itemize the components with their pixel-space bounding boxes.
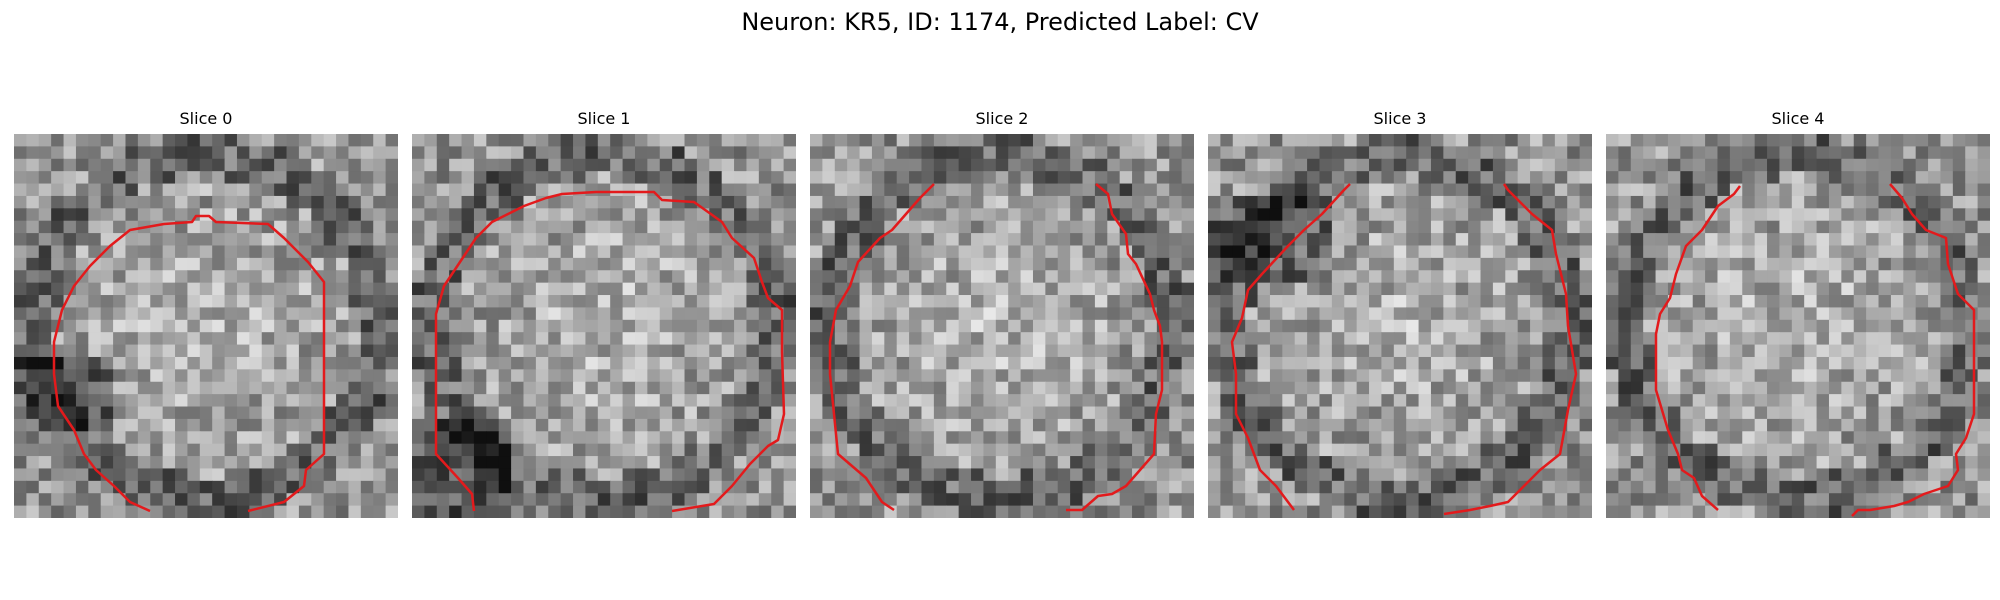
pixel-grid: [1606, 134, 1990, 518]
pixel-grid: [412, 134, 796, 518]
slice-title: Slice 3: [1373, 109, 1427, 128]
slice-title: Slice 2: [975, 109, 1029, 128]
contour-line: [1654, 185, 1741, 511]
contour-line: [1230, 183, 1351, 511]
contour-line: [52, 214, 326, 513]
slice-panel-1: Slice 1: [412, 108, 796, 518]
pixel-grid: [810, 134, 1194, 518]
slice-panel-0: Slice 0: [14, 108, 398, 518]
slice-panel-2: Slice 2: [810, 108, 1194, 518]
slice-image: [810, 134, 1194, 518]
contour-line: [1851, 183, 1976, 517]
contour-line: [828, 183, 935, 512]
pixel-grid: [14, 134, 398, 518]
slice-image: [14, 134, 398, 518]
slice-title: Slice 4: [1771, 109, 1825, 128]
contour-line: [1066, 183, 1164, 512]
slice-title: Slice 1: [577, 109, 631, 128]
slice-image: [412, 134, 796, 518]
pixel-grid: [1208, 134, 1592, 518]
slice-image: [1606, 134, 1990, 518]
contour-line: [434, 190, 786, 513]
slice-image: [1208, 134, 1592, 518]
slice-panel-4: Slice 4: [1606, 108, 1990, 518]
slice-title: Slice 0: [179, 109, 233, 128]
contour-line: [1443, 183, 1578, 516]
slice-panel-3: Slice 3: [1208, 108, 1592, 518]
figure-title: Neuron: KR5, ID: 1174, Predicted Label: …: [741, 8, 1259, 36]
